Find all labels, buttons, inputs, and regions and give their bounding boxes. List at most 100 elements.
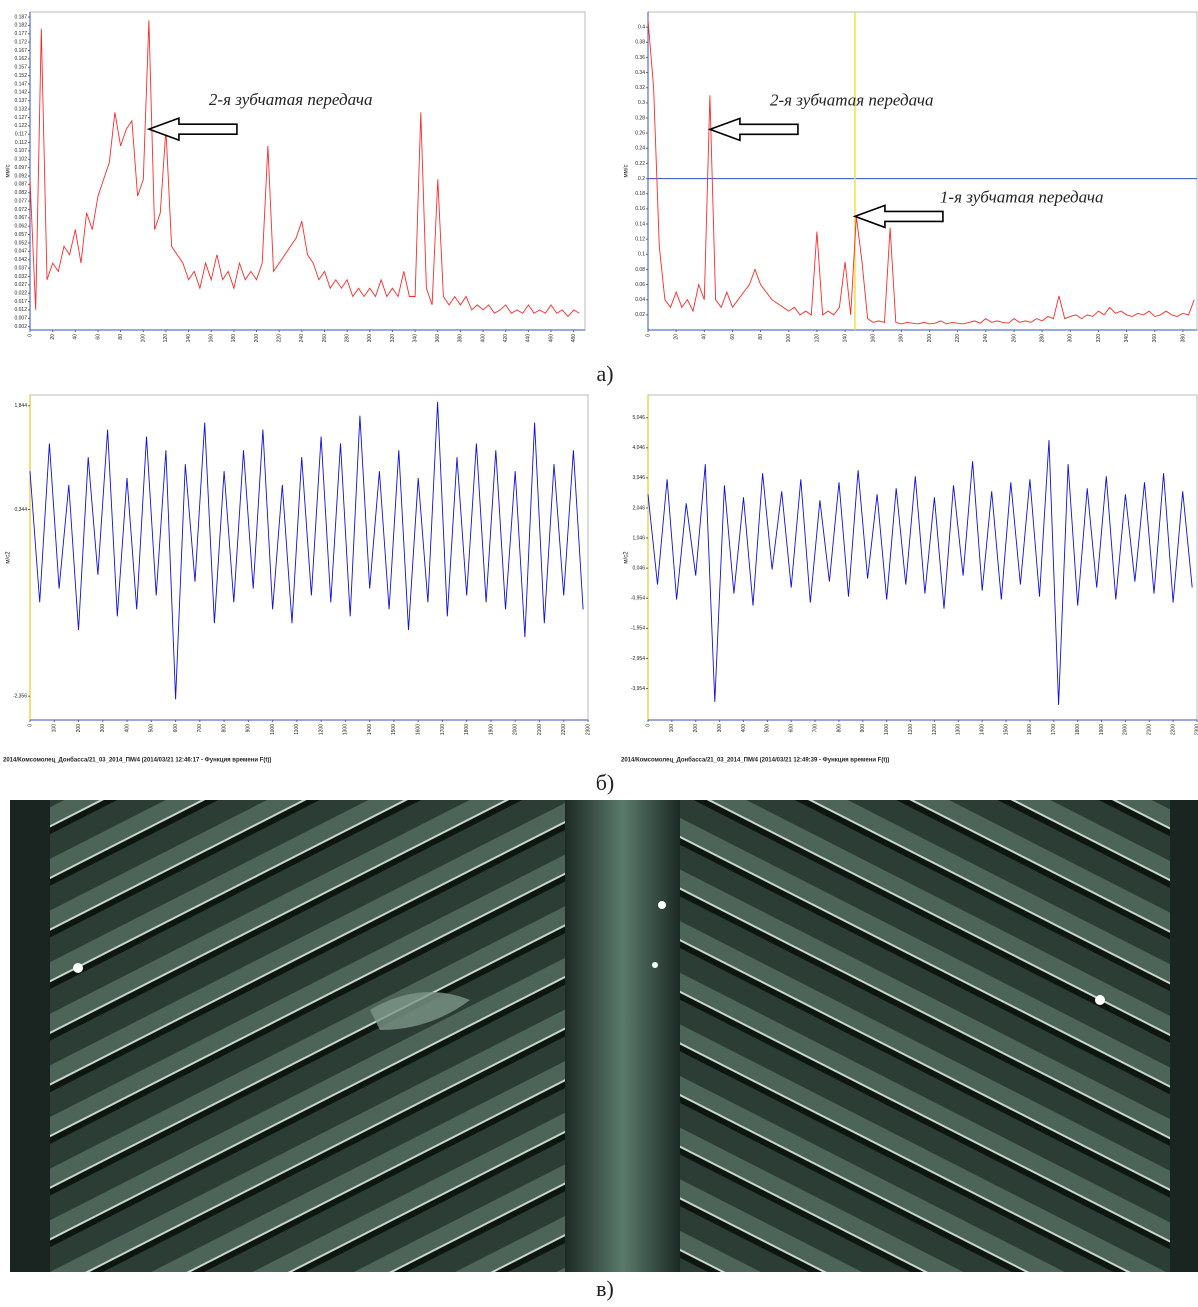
y-tick-label: 0.14 [635, 221, 645, 227]
x-tick-label: 80 [758, 334, 764, 340]
x-tick-label: 220 [277, 334, 283, 343]
x-tick-label: 160 [871, 334, 877, 343]
signal-line [29, 20, 580, 318]
y-axis-label: мм/с [6, 165, 12, 178]
y-tick-label: 0.172 [14, 39, 27, 45]
y-tick-label: 0.137 [14, 98, 27, 104]
panel-label: б) [596, 770, 615, 795]
annotation-arrow [146, 117, 238, 142]
x-tick-label: 2100 [537, 724, 543, 735]
x-tick-label: 400 [741, 724, 747, 733]
x-tick-label: 240 [983, 334, 989, 343]
x-tick-label: 320 [390, 334, 396, 343]
y-tick-label: 0.38 [635, 40, 645, 46]
y-tick-label: 0.057 [14, 232, 27, 238]
annotation: 1-я зубчатая передача [940, 187, 1104, 206]
x-tick-label: 1700 [440, 724, 446, 735]
y-tick-label: 0.072 [14, 207, 27, 213]
x-tick-label: 1200 [318, 724, 324, 735]
annotation: 2-я зубчатая передача [770, 90, 934, 109]
y-tick-label: 4,046 [632, 445, 645, 451]
caption: 2014/Комсомолец_Донбасса/21_03_2014_ПМ/4… [3, 757, 271, 764]
y-tick-label: 0.082 [14, 190, 27, 196]
y-tick-label: 0.147 [14, 81, 27, 87]
x-tick-label: 140 [842, 334, 848, 343]
y-tick-label: 0.162 [14, 56, 27, 62]
y-tick-label: 0.18 [635, 191, 645, 197]
y-tick-label: -1,954 [631, 626, 645, 632]
x-tick-label: 1600 [1027, 724, 1033, 735]
x-tick-label: 260 [322, 334, 328, 343]
x-tick-label: 1100 [908, 724, 914, 735]
y-tick-label: 0.3 [638, 100, 645, 106]
x-tick-label: 500 [149, 724, 155, 733]
x-tick-label: 300 [717, 724, 723, 733]
annotation: 2-я зубчатая передача [209, 90, 373, 109]
x-tick-label: 120 [163, 334, 169, 343]
x-tick-label: 800 [836, 724, 842, 733]
y-tick-label: 0.26 [635, 130, 645, 136]
gear-photo [10, 800, 1198, 1272]
y-tick-label: 1,844 [14, 403, 27, 409]
panel-label: в) [596, 1276, 614, 1301]
x-tick-label: 100 [52, 724, 58, 733]
y-tick-label: 0.067 [14, 215, 27, 221]
x-tick-label: 2300 [1194, 724, 1198, 735]
x-tick-label: 1200 [932, 724, 938, 735]
y-tick-label: 0.1 [638, 252, 645, 258]
x-tick-label: 1300 [956, 724, 962, 735]
x-tick-label: 360 [435, 334, 441, 343]
y-tick-label: 0.037 [14, 265, 27, 271]
x-tick-label: 2000 [513, 724, 519, 735]
x-tick-label: 40 [702, 334, 708, 340]
x-tick-label: 1700 [1051, 724, 1057, 735]
y-tick-label: 0,046 [632, 565, 645, 571]
x-tick-label: 100 [786, 334, 792, 343]
x-tick-label: 2200 [1170, 724, 1176, 735]
x-tick-label: 140 [186, 334, 192, 343]
x-tick-label: 1500 [1003, 724, 1009, 735]
y-tick-label: 0.2 [638, 176, 645, 182]
x-tick-label: 1300 [343, 724, 349, 735]
x-tick-label: 1400 [980, 724, 986, 735]
annotation-arrow [707, 117, 799, 142]
y-tick-label: -2,356 [13, 694, 27, 700]
y-tick-label: -2,954 [631, 656, 645, 662]
x-tick-label: 380 [458, 334, 464, 343]
y-tick-label: 0,344 [14, 507, 27, 513]
y-tick-label: 0.032 [14, 274, 27, 280]
x-tick-label: 1800 [464, 724, 470, 735]
x-tick-label: 100 [669, 724, 675, 733]
caption: 2014/Комсомолец_Донбасса/21_03_2014_ПМ/4… [621, 757, 889, 764]
x-tick-label: 260 [1011, 334, 1017, 343]
y-tick-label: 0.122 [14, 123, 27, 129]
y-tick-label: 0.167 [14, 48, 27, 54]
x-tick-label: 360 [1152, 334, 1158, 343]
x-tick-label: 40 [73, 334, 79, 340]
x-tick-label: 0 [27, 334, 33, 337]
annotation-arrow [852, 204, 944, 229]
y-tick-label: 0.177 [14, 31, 27, 37]
y-tick-label: 0.102 [14, 157, 27, 163]
y-tick-label: -0,954 [631, 596, 645, 602]
x-tick-label: 1000 [270, 724, 276, 735]
y-tick-label: 0.017 [14, 299, 27, 305]
x-tick-label: 800 [221, 724, 227, 733]
y-tick-label: 0.117 [15, 132, 27, 138]
x-tick-label: 280 [344, 334, 350, 343]
x-tick-label: 1500 [391, 724, 397, 735]
x-tick-label: 1900 [488, 724, 494, 735]
y-tick-label: -3,954 [631, 686, 645, 692]
y-tick-label: 3,046 [632, 475, 645, 481]
y-axis-label: мм/с [624, 165, 630, 178]
y-tick-label: 0.04 [635, 297, 645, 303]
x-tick-label: 200 [693, 724, 699, 733]
y-tick-label: 0.047 [14, 249, 27, 255]
y-tick-label: 0.007 [14, 316, 27, 322]
x-tick-label: 1000 [884, 724, 890, 735]
y-axis-label: м/с2 [6, 551, 12, 564]
x-tick-label: 1800 [1075, 724, 1081, 735]
x-tick-label: 200 [254, 334, 260, 343]
x-tick-label: 1900 [1099, 724, 1105, 735]
